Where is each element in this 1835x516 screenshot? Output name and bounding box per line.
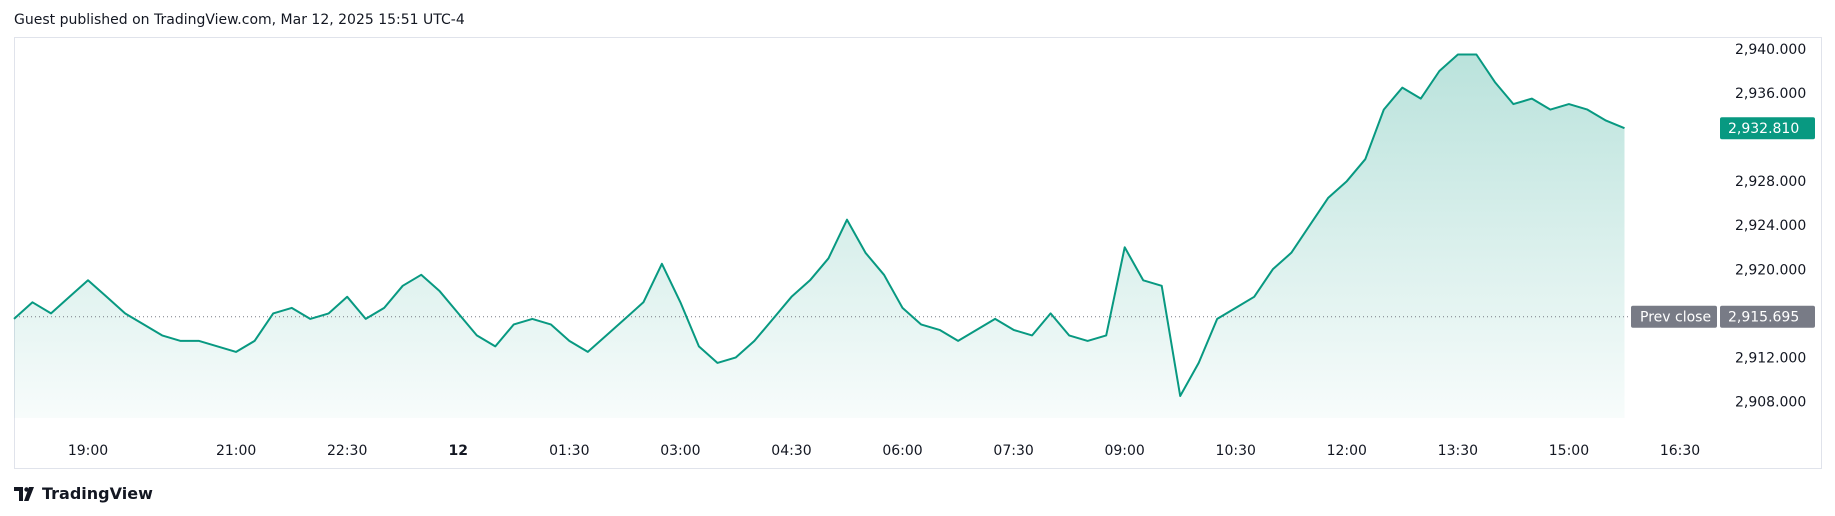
tradingview-logo-icon <box>14 486 34 501</box>
price-axis[interactable]: 2,940.000 2,936.000 2,928.000 2,924.000 2,92… <box>1735 42 1806 410</box>
y-tick-label: 2,928.000 <box>1735 174 1806 190</box>
x-tick-label: 22:30 <box>327 443 367 459</box>
x-tick-label: 06:00 <box>882 443 922 459</box>
x-tick-label: 16:30 <box>1660 443 1700 459</box>
time-axis[interactable]: 19:00 21:00 22:30 12 01:30 03:00 04:30 06:00 07:… <box>68 443 1700 459</box>
x-tick-label: 12 <box>449 443 468 459</box>
plot-layer <box>13 53 1632 418</box>
last-price-label: 2,932.810 <box>1728 121 1799 137</box>
price-line <box>13 53 1625 397</box>
price-tags: 2,932.810 Prev close 2,915.695 <box>1631 117 1815 328</box>
y-tick-label: 2,940.000 <box>1735 42 1806 58</box>
x-tick-label: 21:00 <box>216 443 256 459</box>
y-tick-label: 2,924.000 <box>1735 218 1806 234</box>
published-caption: Guest published on TradingView.com, Mar … <box>14 12 465 28</box>
prev-close-tag <box>1631 305 1717 328</box>
x-tick-label: 01:30 <box>549 443 589 459</box>
x-tick-label: 19:00 <box>68 443 108 459</box>
y-tick-label: 2,936.000 <box>1735 86 1806 102</box>
y-tick-label: 2,912.000 <box>1735 350 1806 366</box>
price-area-fill <box>14 54 1625 418</box>
y-tick-label: 2,920.000 <box>1735 262 1806 278</box>
prev-close-price-tag <box>1720 305 1815 328</box>
x-tick-label: 03:00 <box>660 443 700 459</box>
x-tick-label: 04:30 <box>771 443 811 459</box>
x-tick-label: 10:30 <box>1216 443 1256 459</box>
y-tick-label: 2,908.000 <box>1735 394 1806 410</box>
x-tick-label: 12:00 <box>1327 443 1367 459</box>
price-chart[interactable]: 2,940.000 2,936.000 2,928.000 2,924.000 2,92… <box>0 0 1835 470</box>
chart-frame[interactable] <box>14 37 1822 469</box>
x-tick-label: 09:00 <box>1104 443 1144 459</box>
footer: TradingView <box>14 484 153 503</box>
last-price-tag <box>1720 117 1815 140</box>
prev-close-label: Prev close <box>1640 310 1711 326</box>
x-tick-label: 13:30 <box>1438 443 1478 459</box>
x-tick-label: 07:30 <box>993 443 1033 459</box>
x-tick-label: 15:00 <box>1549 443 1589 459</box>
footer-brand: TradingView <box>42 484 153 503</box>
prev-close-price-label: 2,915.695 <box>1728 310 1799 326</box>
